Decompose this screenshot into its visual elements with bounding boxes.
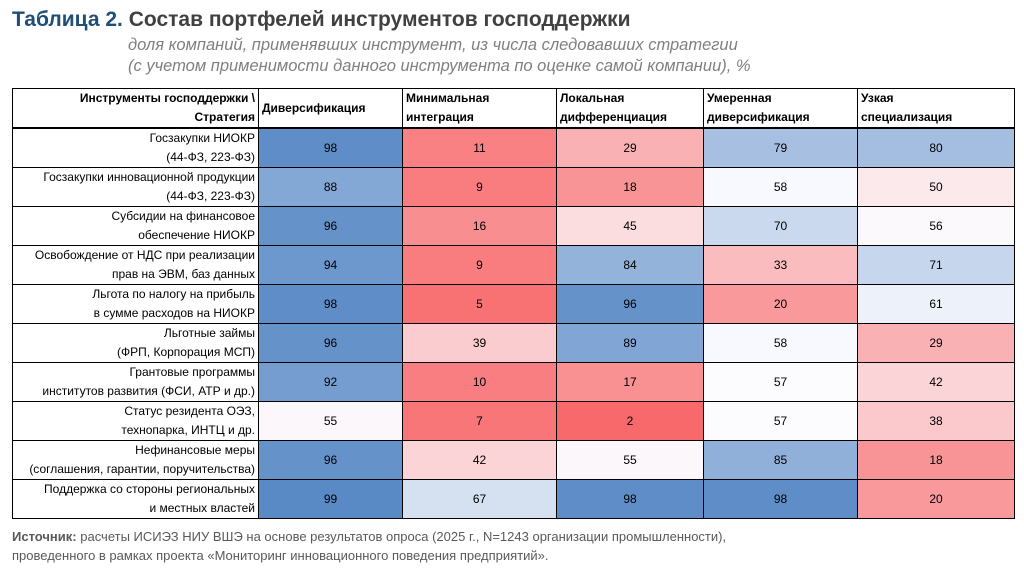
column-header: Локальная дифференциация bbox=[556, 88, 704, 129]
value-cell: 55 bbox=[258, 401, 403, 441]
value-cell: 88 bbox=[258, 167, 403, 207]
value-cell: 98 bbox=[703, 479, 858, 519]
instrument-name: Нефинансовые меры (соглашения, гарантии, … bbox=[12, 440, 259, 480]
value-cell: 9 bbox=[402, 167, 557, 207]
value-cell: 94 bbox=[258, 245, 403, 285]
value-cell: 42 bbox=[402, 440, 557, 480]
value-cell: 10 bbox=[402, 362, 557, 402]
subtitle-line-1: доля компаний, применявших инструмент, и… bbox=[128, 36, 738, 54]
table-row: Поддержка со стороны региональных и местн… bbox=[12, 479, 1015, 519]
instrument-name: Госзакупки НИОКР (44-ФЗ, 223-ФЗ) bbox=[12, 127, 259, 168]
value-cell: 5 bbox=[402, 284, 557, 324]
table-row: Грантовые программы институтов развития (… bbox=[12, 362, 1015, 402]
table-row: Освобождение от НДС при реализации прав н… bbox=[12, 245, 1015, 285]
instrument-name: Освобождение от НДС при реализации прав н… bbox=[12, 245, 259, 285]
value-cell: 20 bbox=[857, 479, 1015, 519]
subtitle-line-2: (с учетом применимости данного инструмен… bbox=[128, 57, 751, 75]
value-cell: 70 bbox=[703, 206, 858, 246]
value-cell: 18 bbox=[857, 440, 1015, 480]
instrument-name: Льгота по налогу на прибыль в сумме расхо… bbox=[12, 284, 259, 324]
source-note: Источник: расчеты ИСИЭЗ НИУ ВШЭ на основ… bbox=[12, 529, 727, 563]
value-cell: 29 bbox=[857, 323, 1015, 363]
value-cell: 98 bbox=[556, 479, 704, 519]
value-cell: 29 bbox=[556, 127, 704, 168]
value-cell: 96 bbox=[258, 323, 403, 363]
title-text: Состав портфелей инструментов господдерж… bbox=[128, 8, 631, 31]
value-cell: 58 bbox=[703, 323, 858, 363]
column-header: Диверсификация bbox=[258, 88, 403, 129]
value-cell: 80 bbox=[857, 127, 1015, 168]
value-cell: 45 bbox=[556, 206, 704, 246]
value-cell: 9 bbox=[402, 245, 557, 285]
table-row: Льготные займы (ФРП, Корпорация МСП) 96 39 8… bbox=[12, 323, 1015, 363]
value-cell: 96 bbox=[258, 206, 403, 246]
table-row: Субсидии на финансовое обеспечение НИОКР 9… bbox=[12, 206, 1015, 246]
value-cell: 38 bbox=[857, 401, 1015, 441]
value-cell: 98 bbox=[258, 127, 403, 168]
instrument-name: Статус резидента ОЭЗ, технопарка, ИНТЦ и … bbox=[12, 401, 259, 441]
value-cell: 16 bbox=[402, 206, 557, 246]
value-cell: 58 bbox=[703, 167, 858, 207]
value-cell: 92 bbox=[258, 362, 403, 402]
value-cell: 33 bbox=[703, 245, 858, 285]
instrument-name: Льготные займы (ФРП, Корпорация МСП) bbox=[12, 323, 259, 363]
column-header: Минимальная интеграция bbox=[402, 88, 557, 129]
instrument-name: Субсидии на финансовое обеспечение НИОКР bbox=[12, 206, 259, 246]
table-row: Госзакупки НИОКР (44-ФЗ, 223-ФЗ) 98 11 29 79 8… bbox=[12, 127, 1015, 168]
value-cell: 42 bbox=[857, 362, 1015, 402]
value-cell: 99 bbox=[258, 479, 403, 519]
value-cell: 11 bbox=[402, 127, 557, 168]
value-cell: 96 bbox=[556, 284, 704, 324]
value-cell: 84 bbox=[556, 245, 704, 285]
value-cell: 57 bbox=[703, 401, 858, 441]
table-number: Таблица 2. bbox=[12, 8, 123, 31]
value-cell: 17 bbox=[556, 362, 704, 402]
value-cell: 85 bbox=[703, 440, 858, 480]
table-row: Госзакупки инновационной продукции (44-ФЗ… bbox=[12, 167, 1015, 207]
corner-header: Инструменты господдержки \ Стратегия bbox=[12, 88, 259, 129]
value-cell: 57 bbox=[703, 362, 858, 402]
value-cell: 89 bbox=[556, 323, 704, 363]
instrument-name: Грантовые программы институтов развития (… bbox=[12, 362, 259, 402]
page-title: Таблица 2. Состав портфелей инструментов… bbox=[12, 8, 631, 32]
value-cell: 55 bbox=[556, 440, 704, 480]
value-cell: 67 bbox=[402, 479, 557, 519]
value-cell: 7 bbox=[402, 401, 557, 441]
value-cell: 56 bbox=[857, 206, 1015, 246]
support-instruments-table: Инструменты господдержки \ Стратегия Диве… bbox=[12, 88, 1015, 519]
value-cell: 79 bbox=[703, 127, 858, 168]
value-cell: 98 bbox=[258, 284, 403, 324]
value-cell: 50 bbox=[857, 167, 1015, 207]
value-cell: 61 bbox=[857, 284, 1015, 324]
value-cell: 71 bbox=[857, 245, 1015, 285]
header-row: Инструменты господдержки \ Стратегия Диве… bbox=[12, 88, 1015, 129]
instrument-name: Госзакупки инновационной продукции (44-ФЗ… bbox=[12, 167, 259, 207]
table-row: Льгота по налогу на прибыль в сумме расхо… bbox=[12, 284, 1015, 324]
column-header: Умеренная диверсификация bbox=[703, 88, 858, 129]
value-cell: 39 bbox=[402, 323, 557, 363]
table-row: Нефинансовые меры (соглашения, гарантии, … bbox=[12, 440, 1015, 480]
column-header: Узкая специализация bbox=[857, 88, 1015, 129]
table-row: Статус резидента ОЭЗ, технопарка, ИНТЦ и … bbox=[12, 401, 1015, 441]
value-cell: 96 bbox=[258, 440, 403, 480]
value-cell: 20 bbox=[703, 284, 858, 324]
instrument-name: Поддержка со стороны региональных и местн… bbox=[12, 479, 259, 519]
value-cell: 18 bbox=[556, 167, 704, 207]
value-cell: 2 bbox=[556, 401, 704, 441]
